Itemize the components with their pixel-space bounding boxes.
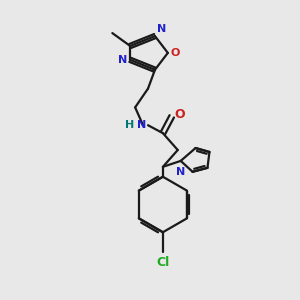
- Text: Cl: Cl: [156, 256, 170, 269]
- Text: N: N: [157, 24, 166, 34]
- Text: N: N: [176, 167, 185, 177]
- Text: N: N: [137, 120, 147, 130]
- Text: N: N: [118, 55, 127, 65]
- Text: H: H: [125, 120, 134, 130]
- Text: O: O: [171, 48, 180, 58]
- Text: O: O: [175, 108, 185, 121]
